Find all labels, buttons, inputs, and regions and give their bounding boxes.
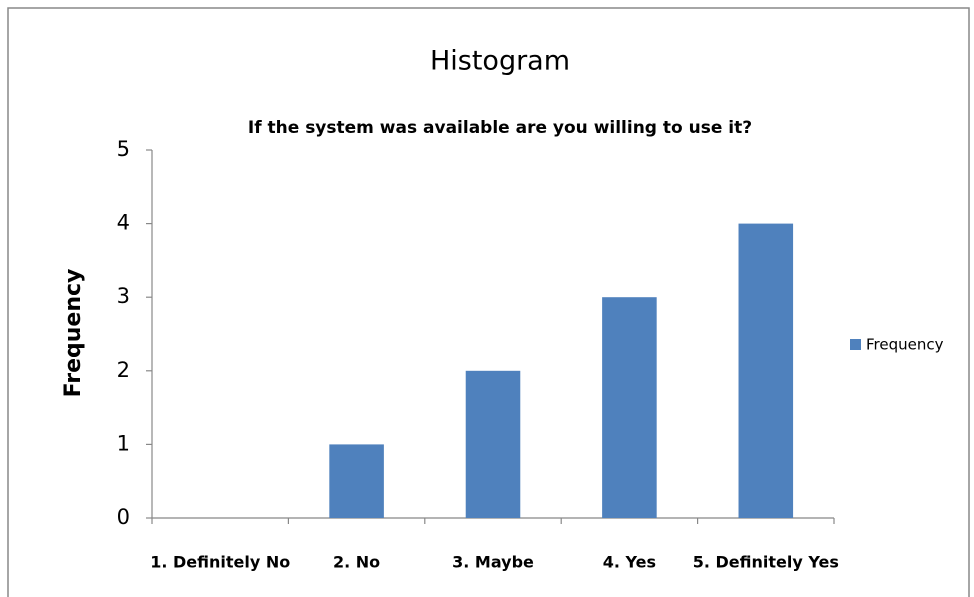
chart-title: Histogram (430, 46, 570, 77)
y-tick-label: 3 (117, 284, 130, 308)
x-tick-label: 4. Yes (603, 553, 656, 572)
y-axis-label: Frequency (61, 269, 86, 398)
y-tick-label: 2 (117, 358, 130, 382)
bar (329, 444, 384, 518)
bar (602, 297, 657, 518)
y-tick-label: 0 (117, 505, 130, 529)
y-tick-label: 4 (117, 211, 130, 235)
y-tick-label: 5 (117, 137, 130, 161)
legend-swatch (850, 339, 861, 350)
x-tick-label: 1. Definitely No (150, 553, 290, 572)
bar (465, 370, 521, 518)
legend-label: Frequency (866, 336, 944, 354)
bar (738, 223, 794, 518)
y-tick-label: 1 (117, 431, 130, 455)
x-tick-label: 2. No (333, 553, 380, 572)
chart-subtitle: If the system was available are you will… (248, 118, 752, 138)
x-tick-label: 3. Maybe (452, 553, 534, 572)
x-tick-label: 5. Definitely Yes (693, 553, 839, 572)
